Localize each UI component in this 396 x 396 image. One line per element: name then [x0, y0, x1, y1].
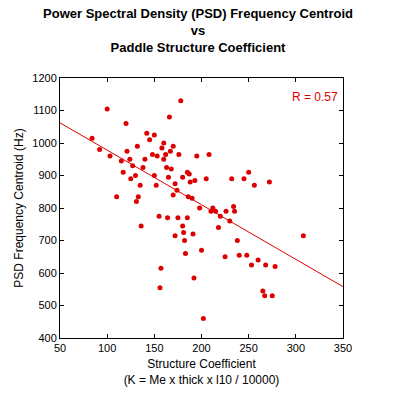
svg-text:R = 0.57: R = 0.57 — [292, 90, 338, 104]
svg-text:800: 800 — [38, 202, 56, 214]
svg-text:500: 500 — [38, 299, 56, 311]
svg-text:150: 150 — [145, 342, 163, 354]
svg-text:1200: 1200 — [32, 72, 56, 84]
svg-text:200: 200 — [192, 342, 210, 354]
svg-text:100: 100 — [98, 342, 116, 354]
svg-text:1000: 1000 — [32, 137, 56, 149]
svg-text:250: 250 — [239, 342, 257, 354]
svg-text:600: 600 — [38, 267, 56, 279]
svg-text:400: 400 — [38, 332, 56, 344]
svg-text:300: 300 — [287, 342, 305, 354]
svg-text:Power Spectral Density (PSD) F: Power Spectral Density (PSD) Frequency C… — [43, 6, 353, 55]
svg-text:900: 900 — [38, 169, 56, 181]
svg-text:350: 350 — [334, 342, 352, 354]
svg-text:50: 50 — [54, 342, 66, 354]
svg-text:700: 700 — [38, 234, 56, 246]
svg-text:1100: 1100 — [33, 104, 57, 116]
svg-text:PSD Frequency Centroid (Hz): PSD Frequency Centroid (Hz) — [12, 128, 26, 287]
svg-text:Structure Coefficient(K = Me x: Structure Coefficient(K = Me x thick x l… — [124, 357, 280, 387]
